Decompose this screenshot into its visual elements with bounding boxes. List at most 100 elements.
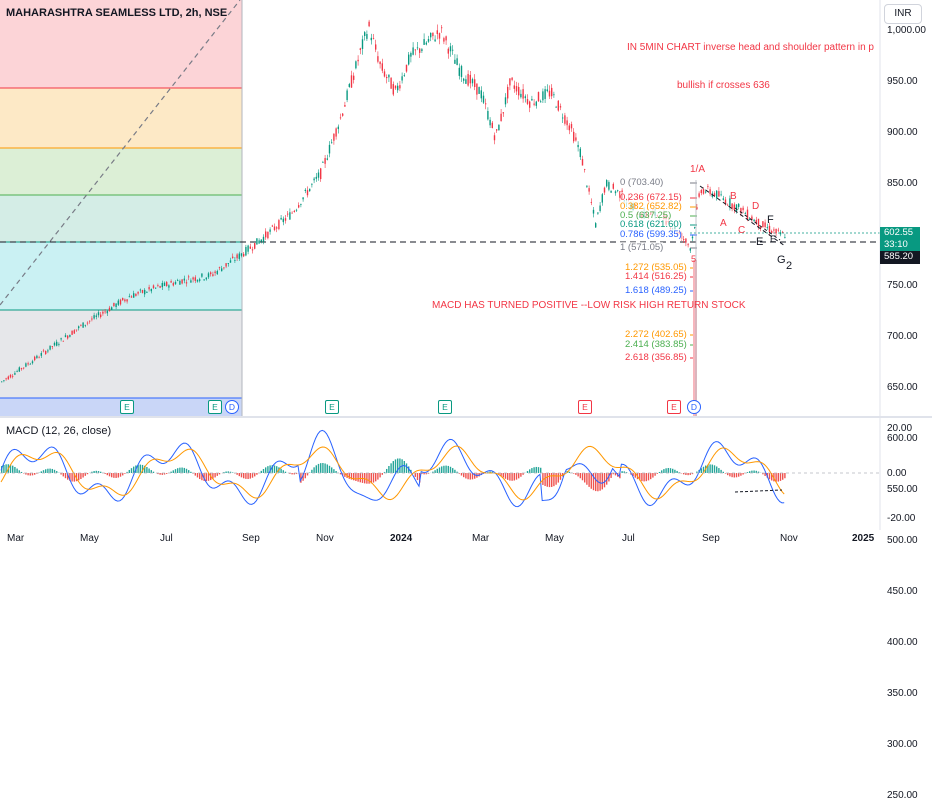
macd-histogram-bar xyxy=(368,473,369,484)
highlight-bar xyxy=(693,260,697,416)
pattern-annotation[interactable]: IN 5MIN CHART inverse head and shoulder … xyxy=(627,42,874,53)
candle-body xyxy=(342,114,343,116)
candle-body xyxy=(82,322,83,327)
macd-histogram-bar xyxy=(676,471,677,473)
candle-body xyxy=(593,210,594,214)
macd-histogram-bar xyxy=(111,473,112,477)
dividend-marker[interactable]: D xyxy=(687,400,701,414)
macd-histogram-bar xyxy=(584,473,585,483)
macd-histogram-bar xyxy=(219,473,220,474)
wave-label: C xyxy=(738,225,745,236)
bullish-annotation[interactable]: bullish if crosses 636 xyxy=(677,80,770,91)
candle-body xyxy=(287,214,288,215)
candle-body xyxy=(30,364,31,365)
candle-body xyxy=(129,296,130,297)
macd-histogram-bar xyxy=(604,473,605,487)
earnings-marker[interactable]: E xyxy=(578,400,592,414)
macd-histogram-bar xyxy=(71,473,72,481)
candle-body xyxy=(195,277,196,281)
macd-indicator-title[interactable]: MACD (12, 26, close) xyxy=(6,425,111,437)
candle-body xyxy=(142,290,143,293)
candle-body xyxy=(23,368,24,369)
symbol-title[interactable]: MAHARASHTRA SEAMLESS LTD, 2h, NSE xyxy=(6,7,227,19)
candle-body xyxy=(258,240,259,243)
macd-histogram-bar xyxy=(648,473,649,480)
price-axis-label: 750.00 xyxy=(887,280,918,291)
dividend-marker[interactable]: D xyxy=(225,400,239,414)
earnings-marker[interactable]: E xyxy=(667,400,681,414)
macd-histogram-bar xyxy=(362,473,363,483)
candle-body xyxy=(767,227,768,228)
candle-body xyxy=(32,361,33,363)
macd-histogram-bar xyxy=(177,468,178,473)
candle-body xyxy=(254,243,255,249)
macd-histogram-bar xyxy=(305,473,306,478)
price-axis-label: 900.00 xyxy=(887,127,918,138)
earnings-marker[interactable]: E xyxy=(208,400,222,414)
candle-body xyxy=(404,75,405,76)
chart-canvas[interactable] xyxy=(0,0,932,550)
candle-body xyxy=(67,336,68,339)
candle-body xyxy=(745,213,746,214)
wave-label: 2 xyxy=(786,260,792,272)
candle-body xyxy=(692,237,693,239)
candle-body xyxy=(56,342,57,346)
candle-body xyxy=(181,279,182,283)
macd-histogram-bar xyxy=(536,467,537,473)
macd-histogram-bar xyxy=(511,473,512,481)
candle-body xyxy=(21,368,22,369)
macd-histogram-bar xyxy=(188,470,189,473)
macd-histogram-bar xyxy=(415,473,416,477)
macd-histogram-bar xyxy=(316,465,317,473)
macd-annotation[interactable]: MACD HAS TURNED POSITIVE --LOW RISK HIGH… xyxy=(432,300,746,311)
candle-body xyxy=(38,357,39,358)
macd-histogram-bar xyxy=(322,463,323,473)
currency-badge[interactable]: INR xyxy=(884,4,922,24)
wave-label: 1/A xyxy=(690,164,705,175)
macd-histogram-bar xyxy=(331,467,332,473)
macd-histogram-bar xyxy=(520,473,521,477)
price-axis-label: 650.00 xyxy=(887,382,918,393)
macd-histogram-bar xyxy=(373,473,374,483)
candle-body xyxy=(272,226,273,227)
candle-body xyxy=(210,272,211,274)
candle-body xyxy=(93,315,94,318)
candle-body xyxy=(443,38,444,41)
candle-body xyxy=(221,268,222,271)
macd-histogram-bar xyxy=(538,467,539,473)
wave-label: E xyxy=(756,236,763,248)
candle-body xyxy=(437,30,438,34)
time-axis-label: May xyxy=(80,533,99,544)
earnings-marker[interactable]: E xyxy=(438,400,452,414)
candle-body xyxy=(80,325,81,326)
candle-body xyxy=(338,127,339,129)
earnings-marker[interactable]: E xyxy=(120,400,134,414)
candle-body xyxy=(577,145,578,147)
macd-divergence-line[interactable] xyxy=(735,490,782,492)
macd-histogram-bar xyxy=(390,463,391,473)
macd-histogram-bar xyxy=(307,473,308,475)
candle-body xyxy=(74,330,75,333)
candle-body xyxy=(509,78,510,85)
wave-label: 5 xyxy=(691,254,696,264)
candle-body xyxy=(536,102,537,106)
macd-histogram-bar xyxy=(514,473,515,480)
macd-histogram-bar xyxy=(197,473,198,477)
candle-body xyxy=(300,204,301,205)
macd-histogram-bar xyxy=(78,473,79,480)
candle-body xyxy=(16,371,17,372)
wave-label: A xyxy=(720,218,727,229)
candle-body xyxy=(483,96,484,103)
macd-histogram-bar xyxy=(399,458,400,473)
candle-body xyxy=(311,184,312,185)
candle-body xyxy=(615,191,616,193)
macd-histogram-bar xyxy=(153,472,154,473)
candle-body xyxy=(104,311,105,312)
earnings-marker[interactable]: E xyxy=(325,400,339,414)
candle-body xyxy=(489,120,490,125)
macd-histogram-bar xyxy=(461,473,462,476)
candle-body xyxy=(459,68,460,76)
candle-body xyxy=(606,180,607,186)
candle-body xyxy=(346,90,347,100)
macd-histogram-bar xyxy=(225,471,226,473)
